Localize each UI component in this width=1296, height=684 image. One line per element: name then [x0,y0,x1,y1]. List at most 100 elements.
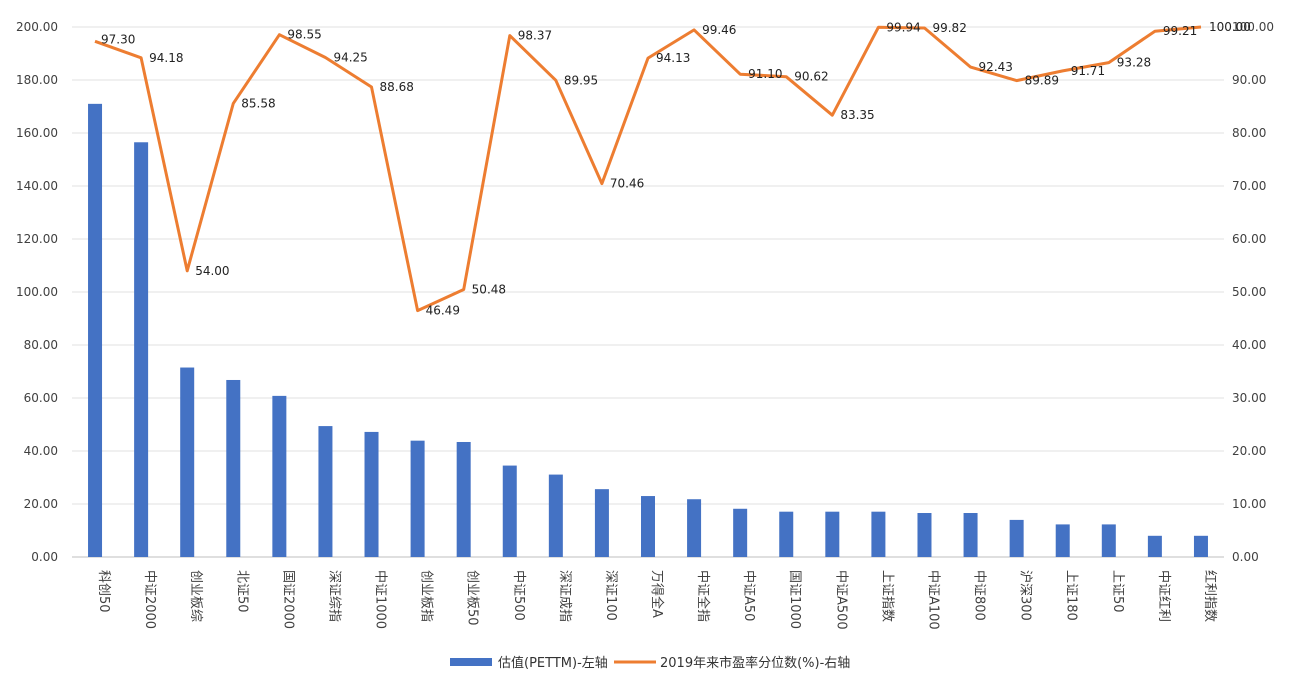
category-label: 深证综指 [326,570,341,622]
bar [1147,535,1162,557]
line-data-label: 70.46 [610,177,644,191]
line-data-label: 54.00 [195,264,229,278]
line-data-label: 90.62 [794,70,828,84]
left-tick-label: 0.00 [31,550,58,564]
bar [687,499,702,557]
category-label: 科创50 [96,570,111,613]
category-label: 国证1000 [787,570,802,629]
left-axis: 0.00 20.00 40.00 60.00 80.00 100.00 120.00 140.… [16,20,58,564]
line-series [94,25,1202,313]
right-tick-label: 20.00 [1232,444,1266,458]
bar [733,508,748,557]
bar [272,395,287,557]
line-data-label: 99.82 [932,21,966,35]
line-data-label: 89.95 [564,73,598,87]
line-data-label: 46.49 [426,304,460,318]
line-data-label: 100.00 [1209,20,1251,34]
bar [779,511,794,557]
right-tick-label: 30.00 [1232,391,1266,405]
category-label: 沪深300 [1018,570,1034,621]
bar [871,511,886,557]
right-tick-label: 0.00 [1232,550,1259,564]
left-tick-label: 160.00 [16,126,58,140]
line-data-label: 98.55 [287,28,321,42]
category-label: 上证180 [1064,570,1079,621]
bar [1101,524,1116,557]
category-label: 中证2000 [142,570,157,629]
bar [963,513,978,557]
bar [594,489,609,557]
left-tick-label: 180.00 [16,73,58,87]
left-tick-label: 100.00 [16,285,58,299]
left-tick-label: 120.00 [16,232,58,246]
line-data-label: 98.37 [518,29,552,43]
left-tick-label: 80.00 [24,338,58,352]
category-label: 中证A50 [741,570,756,621]
bar [641,496,655,557]
category-label: 国证2000 [280,570,295,629]
right-tick-label: 50.00 [1232,285,1266,299]
left-tick-label: 40.00 [24,444,58,458]
line-data-label: 88.68 [380,80,414,94]
bar [318,426,333,557]
line-data-label: 99.21 [1163,24,1197,38]
bar [88,103,103,557]
bar [917,513,932,557]
line-data-label: 85.58 [241,96,275,110]
category-label: 创业板指 [419,570,434,622]
bar [180,367,195,557]
legend: 估值(PETTM)-左轴 2019年来市盈率分位数(%)-右轴 [450,655,850,671]
category-label: 中证全指 [695,570,711,622]
right-tick-label: 80.00 [1232,126,1266,140]
category-label: 上证指数 [879,570,894,622]
line-data-labels: 97.30 94.18 54.00 85.58 98.55 94.25 88.68 46.49… [101,20,1251,318]
line-data-label: 93.28 [1117,56,1151,70]
line-data-label: 99.94 [886,20,920,34]
line-data-label: 94.25 [333,50,367,64]
line-data-label: 94.18 [149,51,183,65]
category-label: 万得全A [649,570,665,618]
bar [1009,519,1024,557]
bar [502,465,517,557]
bar-series [88,103,1208,557]
category-label: 北证50 [234,570,249,613]
bar [134,142,149,557]
category-label: 深证成指 [557,570,572,622]
right-tick-label: 40.00 [1232,338,1266,352]
category-label: 中证A100 [925,570,940,630]
line-data-label: 99.46 [702,23,736,37]
category-label: 中证500 [511,570,526,621]
category-label: 中证红利 [1156,570,1172,622]
right-tick-label: 90.00 [1232,73,1266,87]
category-label: 中证A500 [833,570,848,630]
category-label: 创业板综 [188,570,203,622]
legend-line-label: 2019年来市盈率分位数(%)-右轴 [660,655,850,671]
legend-bar-label: 估值(PETTM)-左轴 [498,655,608,671]
line-data-label: 97.30 [101,32,135,46]
bar [825,511,840,557]
bar [410,440,425,557]
left-tick-label: 200.00 [16,20,58,34]
right-tick-label: 60.00 [1232,232,1266,246]
category-label: 中证1000 [373,570,388,629]
percentile-line [94,25,1202,313]
line-data-label: 50.48 [472,282,506,296]
left-tick-label: 140.00 [16,179,58,193]
category-label: 上证50 [1110,570,1125,613]
category-label: 红利指数 [1202,570,1218,622]
line-data-label: 94.13 [656,51,690,65]
line-data-label: 83.35 [840,108,874,122]
bar [226,379,241,557]
right-axis: 0.00 10.00 20.00 30.00 40.00 50.00 60.00 70.00 8… [1232,20,1274,564]
right-tick-label: 70.00 [1232,179,1266,193]
line-data-label: 91.10 [748,67,782,81]
left-tick-label: 60.00 [24,391,58,405]
bar [456,441,471,557]
legend-bar-swatch [450,658,492,666]
category-label: 创业板50 [465,570,480,626]
bar [548,474,563,557]
category-label: 中证800 [972,570,987,621]
line-data-label: 92.43 [979,60,1013,74]
bar [1193,535,1208,557]
